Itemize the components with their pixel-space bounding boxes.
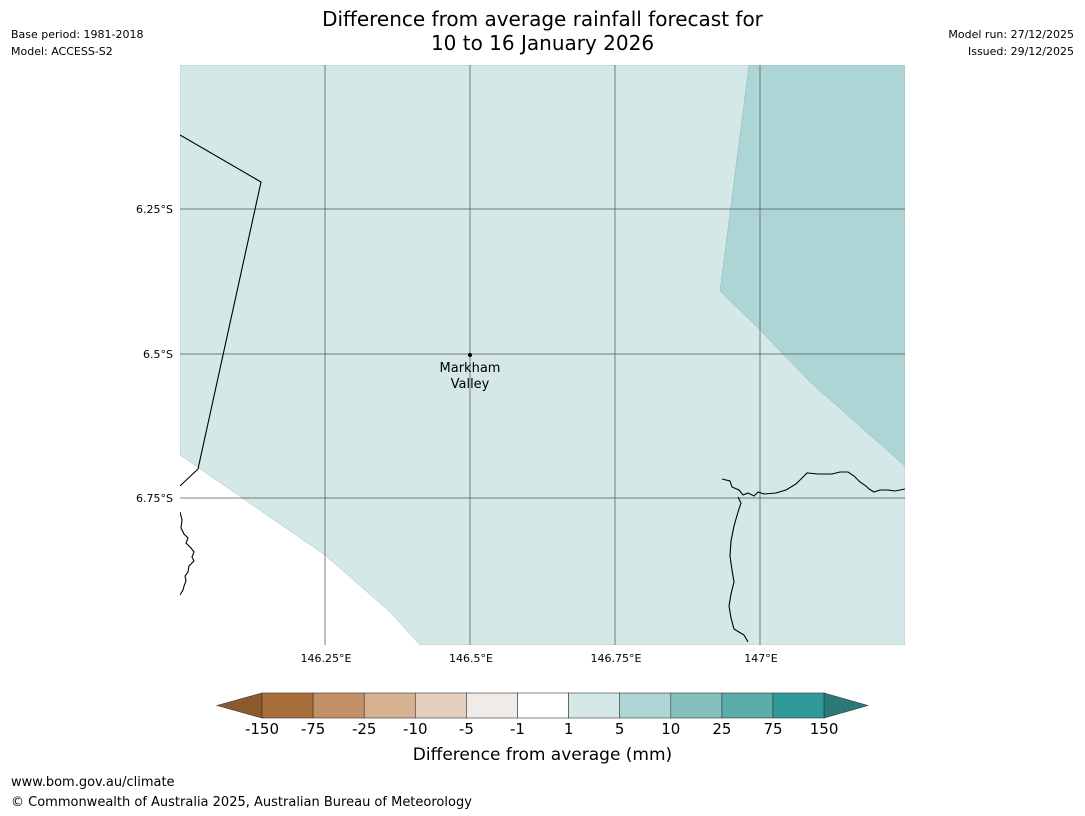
lat-label-6-25s: 6.25°S (136, 203, 173, 216)
colorbar-segment (261, 692, 314, 719)
colorbar-segment (517, 692, 569, 719)
lat-label-6-75s: 6.75°S (136, 492, 173, 505)
footer-copyright: © Commonwealth of Australia 2025, Austra… (11, 795, 472, 810)
colorbar-tick-label: 5 (614, 720, 625, 738)
colorbar-tick-label: 10 (661, 720, 681, 738)
colorbar-tick-label: 75 (763, 720, 783, 738)
anomaly-region-5-to-10 (719, 65, 905, 467)
issued-date: Issued: 29/12/2025 (967, 45, 1074, 58)
boundaries (180, 134, 905, 643)
colorbar-segment (670, 692, 723, 719)
river (728, 496, 749, 643)
colorbar-segment (721, 692, 774, 719)
model-name: Model: ACCESS-S2 (11, 45, 113, 58)
lat-labels: 6.25°S 6.5°S 6.75°S (136, 203, 173, 505)
colorbar-tick-label: -75 (300, 720, 326, 738)
colorbar-segment (363, 692, 416, 719)
meta-right: Model run: 27/12/2025 Issued: 29/12/2025 (948, 26, 1074, 60)
colorbar-segment (619, 692, 672, 719)
colorbar-tick-label: -1 (510, 720, 525, 738)
colorbar-extend-over (823, 692, 870, 719)
lon-label-146-5e: 146.5°E (449, 652, 493, 665)
colorbar-segment (568, 692, 620, 719)
place-label: Markham Valley (440, 361, 501, 392)
base-period: Base period: 1981-2018 (11, 28, 144, 41)
lon-label-146-75e: 146.75°E (591, 652, 642, 665)
colorbar-tick-label: -5 (458, 720, 474, 738)
anomaly-region-1-to-5 (180, 65, 905, 645)
west-coastline (180, 511, 195, 596)
colorbar-title: Difference from average (mm) (412, 745, 673, 765)
lon-label-147e: 147°E (744, 652, 777, 665)
colorbar-tick-label: -25 (351, 720, 377, 738)
lat-label-6-5s: 6.5°S (143, 348, 173, 361)
place-label-line-2: Valley (451, 377, 490, 392)
colorbar-tick-label: 150 (809, 720, 839, 738)
colorbar-tick-label: -150 (244, 720, 280, 738)
place-label-line-1: Markham (440, 361, 501, 376)
colorbar-tick-label: -10 (403, 720, 428, 738)
title-line-2: 10 to 16 January 2026 (430, 31, 655, 55)
colorbar-segment (772, 692, 825, 719)
province-boundary (180, 134, 262, 487)
colorbar-segment (466, 692, 518, 719)
map-panel (180, 65, 905, 645)
colorbar (215, 692, 870, 719)
lon-labels: 146.25°E 146.5°E 146.75°E 147°E (301, 652, 778, 665)
colorbar-extend-under (215, 692, 263, 719)
place-marker (468, 353, 472, 357)
meta-left: Base period: 1981-2018 Model: ACCESS-S2 (11, 26, 143, 60)
chart-title: Difference from average rainfall forecas… (0, 7, 1085, 55)
east-coastline (721, 471, 905, 497)
footer-url: www.bom.gov.au/climate (11, 775, 175, 790)
colorbar-tick-label: 25 (712, 720, 732, 738)
colorbar-tick-label: 1 (563, 720, 574, 738)
colorbar-segment (414, 692, 467, 719)
model-run: Model run: 27/12/2025 (948, 28, 1074, 41)
colorbar-segment (312, 692, 365, 719)
title-line-1: Difference from average rainfall forecas… (322, 7, 763, 31)
lon-label-146-25e: 146.25°E (301, 652, 352, 665)
